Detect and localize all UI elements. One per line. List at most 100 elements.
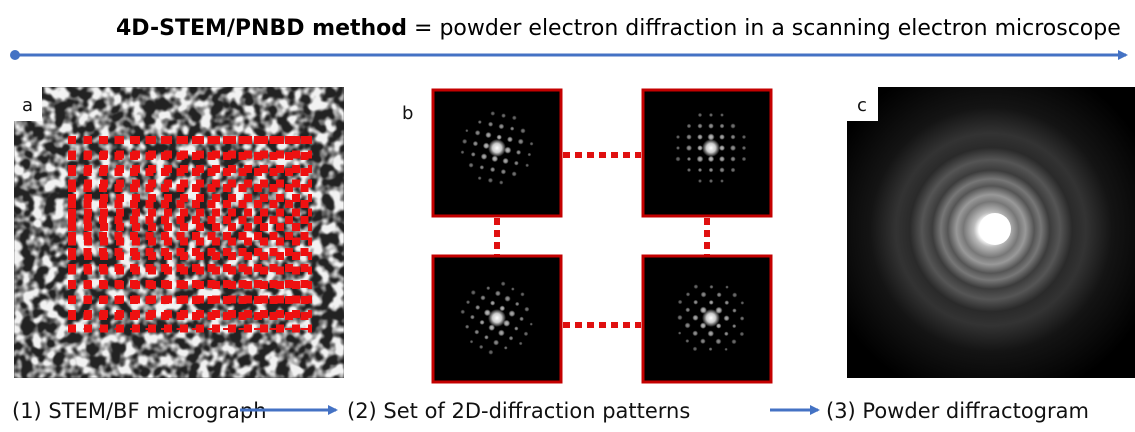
spot — [474, 330, 479, 335]
spot — [742, 135, 746, 139]
spot — [709, 347, 713, 351]
spot — [715, 338, 721, 344]
spot — [686, 292, 690, 296]
spot — [685, 307, 690, 312]
step-label: (3) Powder diffractogram — [826, 399, 1089, 423]
spot — [700, 338, 706, 344]
spot — [724, 348, 727, 351]
spot — [709, 168, 714, 173]
spot — [514, 161, 519, 166]
panel-label: a — [22, 95, 33, 116]
spot — [495, 290, 501, 296]
spot — [512, 115, 517, 120]
spot — [678, 300, 683, 305]
spot — [493, 340, 499, 346]
diffraction-pattern — [643, 90, 771, 216]
panel-label: c — [857, 95, 867, 116]
spot — [504, 346, 508, 350]
spot — [676, 135, 680, 139]
spot — [693, 300, 698, 305]
spot — [519, 342, 523, 346]
spot — [732, 292, 737, 297]
spot — [460, 310, 465, 315]
spot — [501, 113, 506, 118]
spot — [488, 350, 493, 355]
central-spot — [702, 309, 720, 327]
spot — [475, 305, 480, 310]
spot — [514, 326, 518, 330]
spot — [530, 142, 534, 146]
spot — [742, 157, 747, 162]
spot — [731, 168, 736, 173]
spot — [730, 156, 735, 161]
spot — [498, 330, 505, 337]
spot — [692, 315, 698, 321]
spot — [742, 146, 746, 150]
spot — [465, 129, 468, 132]
figure: 4D-STEM/PNBD method= powder electron dif… — [0, 0, 1135, 432]
spot — [701, 292, 707, 298]
central-spot — [702, 139, 720, 157]
spot — [730, 123, 735, 128]
spot — [511, 287, 515, 291]
spot — [698, 168, 702, 172]
spot — [480, 165, 485, 170]
spot — [462, 139, 467, 144]
central-spot — [488, 139, 506, 157]
spot — [709, 113, 713, 117]
spot — [490, 111, 495, 116]
spot — [720, 124, 725, 129]
spot — [740, 301, 744, 305]
spot — [709, 285, 713, 289]
spot — [480, 320, 485, 325]
spot — [465, 325, 469, 329]
spot — [516, 150, 521, 155]
spot — [471, 152, 476, 157]
spot — [732, 308, 737, 313]
spot — [488, 178, 493, 183]
spot — [732, 324, 736, 328]
diffraction-pattern — [643, 256, 771, 382]
spot — [520, 128, 525, 133]
spot — [697, 134, 703, 140]
spot — [520, 292, 524, 296]
spot — [740, 332, 745, 337]
spot — [687, 168, 691, 172]
spot — [720, 179, 724, 183]
spot — [530, 323, 533, 326]
spot — [471, 290, 476, 295]
spot — [677, 315, 682, 320]
spot — [499, 180, 503, 184]
spot — [720, 113, 724, 117]
spot — [697, 156, 704, 163]
spot — [687, 157, 691, 161]
spot — [502, 158, 508, 164]
spot — [479, 345, 483, 349]
spot — [717, 292, 722, 297]
spot — [509, 336, 514, 341]
spot — [473, 141, 478, 146]
spot — [694, 284, 699, 289]
spot — [469, 163, 474, 168]
spot — [719, 156, 725, 162]
spot — [478, 120, 482, 124]
spot — [724, 331, 729, 336]
spot — [480, 295, 485, 300]
spot — [740, 316, 745, 321]
spot — [478, 176, 482, 180]
spot — [475, 130, 481, 136]
spot — [675, 156, 680, 161]
panel-a: a — [14, 87, 344, 378]
spot — [730, 145, 736, 151]
spot — [687, 124, 692, 129]
spot — [509, 310, 516, 317]
diffraction-pattern — [433, 90, 561, 216]
step-label: (2) Set of 2D-diffraction patterns — [347, 399, 690, 423]
spot — [504, 295, 510, 301]
spot — [697, 123, 702, 128]
spot — [725, 285, 728, 288]
spot — [709, 300, 714, 305]
spot — [698, 179, 702, 183]
spot — [501, 169, 506, 174]
spot — [490, 167, 495, 172]
